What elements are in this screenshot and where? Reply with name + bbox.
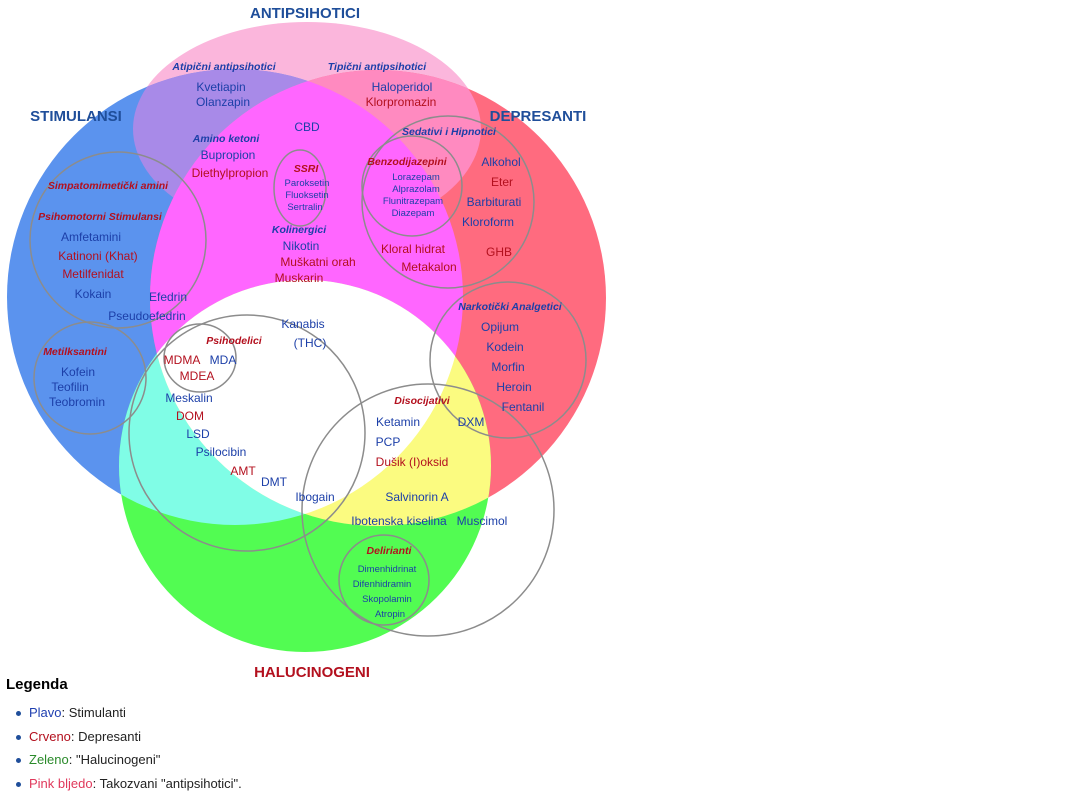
drug-fluoksetin: Fluoksetin bbox=[285, 190, 328, 201]
drug-teofilin: Teofilin bbox=[51, 380, 88, 394]
drug-dxm: DXM bbox=[458, 415, 485, 429]
drug-paroksetin: Paroksetin bbox=[285, 178, 330, 189]
drug-ketamin: Ketamin bbox=[376, 415, 420, 429]
drug-metilfenidat: Metilfenidat bbox=[62, 267, 124, 281]
drug-kodein: Kodein bbox=[486, 340, 523, 354]
drug-muskarin: Muskarin bbox=[275, 271, 324, 285]
legend-key: Plavo bbox=[29, 705, 62, 720]
group-psychedelics: Psihodelici bbox=[206, 335, 263, 347]
group-benzodiazepines: Benzodijazepini bbox=[367, 156, 447, 168]
drug-muscimol: Muscimol bbox=[457, 514, 508, 528]
legend-value: : Takozvani "antipsihotici". bbox=[93, 776, 242, 791]
drug-nikotin: Nikotin bbox=[283, 239, 320, 253]
drug-atropin: Atropin bbox=[375, 609, 405, 620]
drug-pseudoefedrin: Pseudoefedrin bbox=[108, 309, 185, 323]
drug-opijum: Opijum bbox=[481, 320, 519, 334]
drug-lorazepam: Lorazepam bbox=[392, 172, 440, 183]
drug-klorpromazin: Klorpromazin bbox=[366, 95, 437, 109]
stimulants-title: STIMULANSI bbox=[30, 108, 122, 125]
drug-psilocibin: Psilocibin bbox=[196, 445, 247, 459]
drug-meskalin: Meskalin bbox=[165, 391, 212, 405]
legend-key: Zeleno bbox=[29, 752, 69, 767]
drug-amt: AMT bbox=[230, 464, 256, 478]
drug-mda: MDA bbox=[210, 353, 237, 367]
drug-diethylpropion: Diethylpropion bbox=[192, 166, 269, 180]
drug-alkohol: Alkohol bbox=[481, 155, 520, 169]
legend-value: : Depresanti bbox=[71, 729, 141, 744]
drug-mdea: MDEA bbox=[180, 369, 215, 383]
group-dissociatives: Disocijativi bbox=[394, 395, 451, 407]
venn-diagram: ANTIPSIHOTICI STIMULANSI DEPRESANTI HALU… bbox=[0, 0, 1065, 680]
legend-title: Legenda bbox=[6, 676, 606, 693]
drug-flunitrazepam: Flunitrazepam bbox=[383, 196, 443, 207]
legend: Legenda Plavo: Stimulanti Crveno: Depres… bbox=[6, 676, 606, 795]
drug-dom: DOM bbox=[176, 409, 204, 423]
legend-key: Crveno bbox=[29, 729, 71, 744]
drug-kloroform: Kloroform bbox=[462, 215, 514, 229]
group-sedatives: Sedativi i Hipnotici bbox=[402, 126, 497, 138]
group-amino-ketones: Amino ketoni bbox=[192, 133, 261, 145]
legend-item-hallucinogens: Zeleno: "Halucinogeni" bbox=[6, 748, 606, 772]
legend-value: : "Halucinogeni" bbox=[69, 752, 161, 767]
group-sympathomimetic: Simpatomimetički amini bbox=[48, 180, 169, 192]
drug-amfetamini: Amfetamini bbox=[61, 230, 121, 244]
drug-diazepam: Diazepam bbox=[392, 208, 435, 219]
group-atypical: Atipični antipsihotici bbox=[171, 61, 276, 73]
drug-kokain: Kokain bbox=[75, 287, 112, 301]
bullet-icon bbox=[16, 735, 21, 740]
depressants-title: DEPRESANTI bbox=[490, 108, 587, 125]
legend-list: Plavo: Stimulanti Crveno: Depresanti Zel… bbox=[6, 701, 606, 795]
drug-kloral: Kloral hidrat bbox=[381, 242, 446, 256]
drug-kofein: Kofein bbox=[61, 365, 95, 379]
drug-olanzapin: Olanzapin bbox=[196, 95, 250, 109]
drug-sertralin: Sertralin bbox=[287, 202, 322, 213]
group-cholinergics: Kolinergici bbox=[272, 224, 327, 236]
legend-item-stimulants: Plavo: Stimulanti bbox=[6, 701, 606, 725]
drug-ibotenska: Ibotenska kiselina bbox=[351, 514, 447, 528]
drug-barbiturati: Barbiturati bbox=[467, 195, 522, 209]
drug-difenhidramin: Difenhidramin bbox=[353, 579, 412, 590]
drug-dmt: DMT bbox=[261, 475, 288, 489]
drug-thc: (THC) bbox=[294, 336, 327, 350]
drug-cbd: CBD bbox=[294, 120, 320, 134]
drug-efedrin: Efedrin bbox=[149, 290, 187, 304]
group-methylxanthines: Metilksantini bbox=[43, 346, 108, 358]
drug-kvetiapin: Kvetiapin bbox=[196, 80, 245, 94]
legend-value: : Stimulanti bbox=[62, 705, 126, 720]
legend-key: Pink bljedo bbox=[29, 776, 93, 791]
drug-skopolamin: Skopolamin bbox=[362, 594, 412, 605]
drug-kanabis: Kanabis bbox=[281, 317, 324, 331]
drug-muskatni: Muškatni orah bbox=[280, 255, 355, 269]
drug-metakalon: Metakalon bbox=[401, 260, 456, 274]
drug-katinoni: Katinoni (Khat) bbox=[58, 249, 137, 263]
group-psychomotor: Psihomotorni Stimulansi bbox=[38, 211, 163, 223]
drug-alprazolam: Alprazolam bbox=[392, 184, 440, 195]
drug-salvinorin: Salvinorin A bbox=[385, 490, 448, 504]
group-deliriants: Delirianti bbox=[367, 545, 413, 557]
drug-lsd: LSD bbox=[186, 427, 210, 441]
bullet-icon bbox=[16, 758, 21, 763]
drug-mdma: MDMA bbox=[164, 353, 201, 367]
drug-teobromin: Teobromin bbox=[49, 395, 105, 409]
drug-bupropion: Bupropion bbox=[201, 148, 256, 162]
group-opioids: Narkotički Analgetici bbox=[458, 301, 563, 313]
drug-ibogain: Ibogain bbox=[295, 490, 334, 504]
drug-morfin: Morfin bbox=[491, 360, 524, 374]
drug-eter: Eter bbox=[491, 175, 513, 189]
drug-dimenhidrinat: Dimenhidrinat bbox=[358, 564, 417, 575]
drug-haloperidol: Haloperidol bbox=[372, 80, 433, 94]
antipsychotics-title: ANTIPSIHOTICI bbox=[250, 5, 360, 22]
group-typical: Tipični antipsihotici bbox=[328, 61, 427, 73]
drug-dusik: Dušik (I)oksid bbox=[376, 455, 449, 469]
legend-item-antipsychotics: Pink bljedo: Takozvani "antipsihotici". bbox=[6, 772, 606, 795]
group-ssri: SSRI bbox=[294, 163, 320, 175]
bullet-icon bbox=[16, 711, 21, 716]
drug-heroin: Heroin bbox=[496, 380, 531, 394]
drug-ghb: GHB bbox=[486, 245, 512, 259]
legend-item-depressants: Crveno: Depresanti bbox=[6, 725, 606, 749]
bullet-icon bbox=[16, 782, 21, 787]
drug-pcp: PCP bbox=[376, 435, 401, 449]
drug-fentanil: Fentanil bbox=[502, 400, 545, 414]
